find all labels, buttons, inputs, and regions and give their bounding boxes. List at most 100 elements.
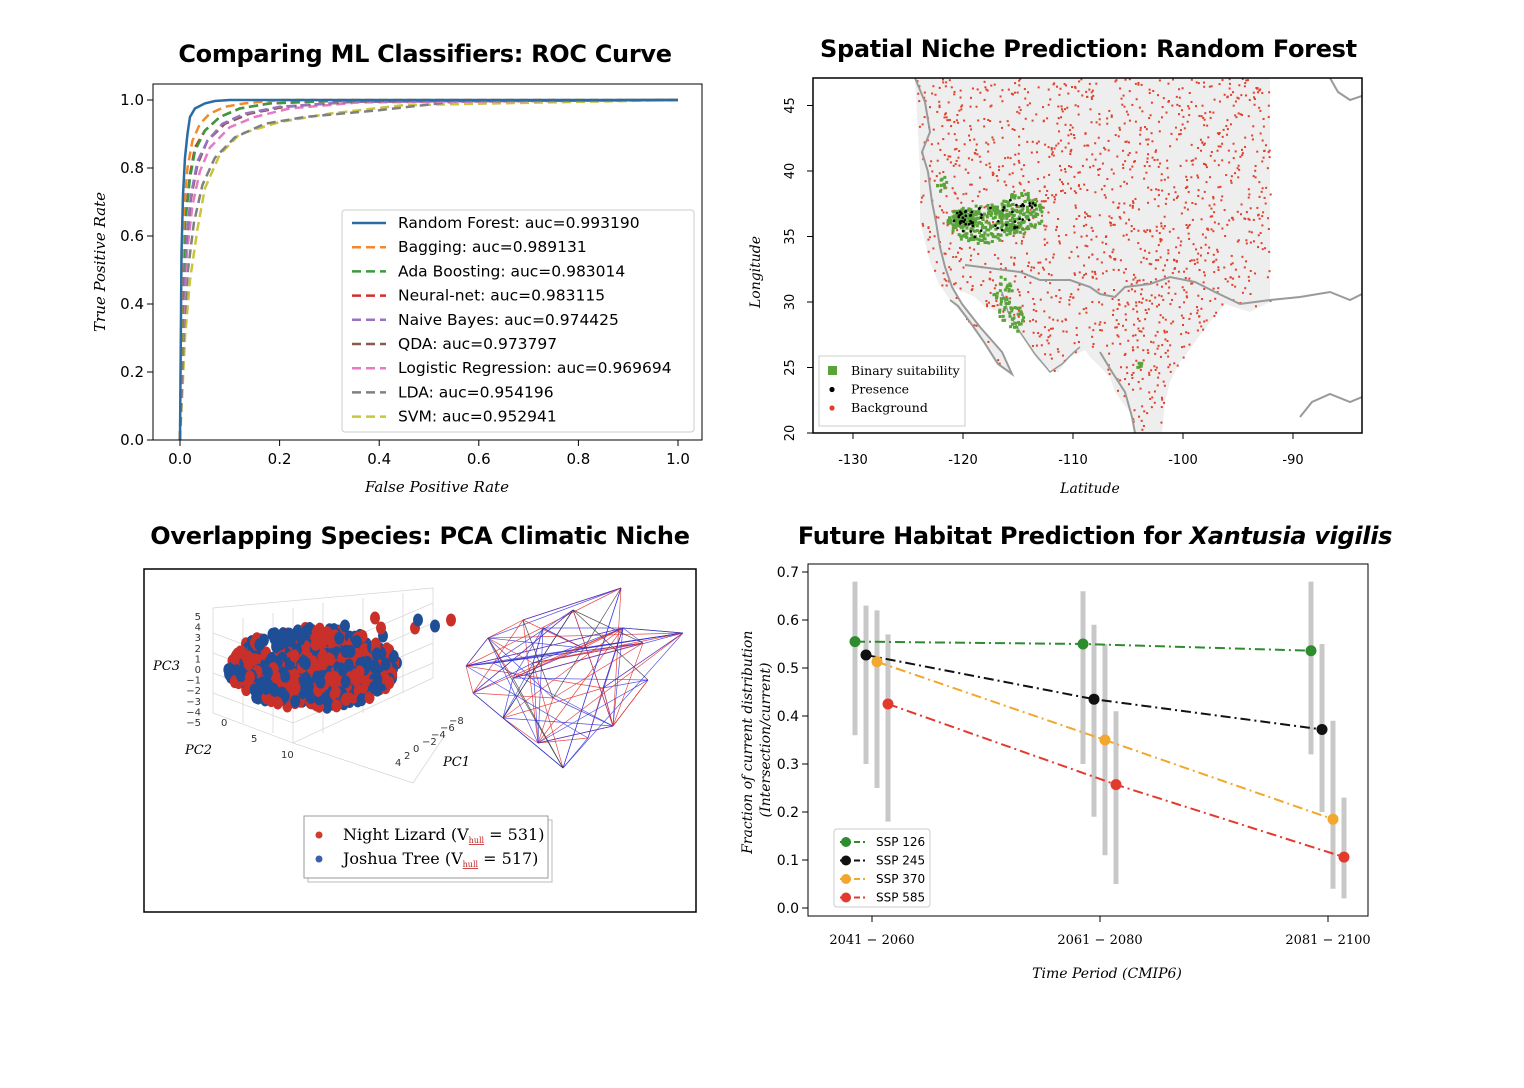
background-point	[1183, 345, 1186, 348]
background-point	[957, 121, 960, 124]
habitat-legend-label: SSP 126	[876, 835, 925, 849]
suitability-cell	[1018, 224, 1022, 228]
suitability-cell	[946, 220, 950, 224]
background-point	[1185, 295, 1188, 298]
background-point	[1169, 344, 1172, 347]
background-point	[924, 180, 927, 183]
background-point	[1122, 149, 1125, 152]
background-point	[1131, 346, 1134, 349]
background-point	[938, 86, 941, 89]
background-point	[1011, 93, 1014, 96]
suitability-cell	[1002, 199, 1006, 203]
suitability-cell	[1020, 312, 1024, 316]
suitability-cell	[974, 219, 978, 223]
background-point	[1163, 331, 1166, 334]
joshua-tree-point	[261, 681, 272, 695]
suitability-cell	[976, 211, 980, 215]
background-point	[1094, 273, 1097, 276]
background-point	[970, 254, 973, 257]
background-point	[1204, 259, 1207, 262]
background-point	[1190, 282, 1193, 285]
background-point	[1133, 409, 1136, 412]
background-point	[1254, 272, 1257, 275]
background-point	[1064, 108, 1067, 111]
background-point	[943, 153, 946, 156]
background-point	[1212, 261, 1215, 264]
background-point	[1013, 280, 1016, 283]
background-point	[984, 262, 987, 265]
background-point	[1203, 288, 1206, 291]
roc-plot-frame	[152, 83, 703, 441]
background-point	[1124, 328, 1127, 331]
background-point	[926, 139, 929, 142]
background-point	[992, 221, 995, 224]
background-point	[946, 224, 949, 227]
suitability-cell	[1005, 212, 1009, 216]
presence-point	[960, 212, 963, 215]
background-point	[1141, 428, 1144, 431]
background-point	[1117, 389, 1120, 392]
background-point	[1098, 301, 1101, 304]
background-point	[1055, 294, 1058, 297]
background-point	[1216, 291, 1219, 294]
pca-title: Overlapping Species: PCA Climatic Niche	[150, 522, 690, 550]
background-point	[1123, 271, 1126, 274]
presence-point	[958, 210, 962, 214]
suitability-cell	[1005, 216, 1009, 220]
background-point	[1035, 142, 1038, 145]
background-point	[1103, 321, 1106, 324]
background-point	[960, 201, 963, 204]
background-point	[1178, 88, 1181, 91]
background-point	[1191, 201, 1194, 204]
suitability-cell	[975, 216, 979, 220]
background-point	[1205, 166, 1208, 169]
background-point	[1128, 152, 1131, 155]
suitability-cell	[1013, 194, 1017, 198]
background-point	[1045, 194, 1048, 197]
background-point	[1075, 191, 1078, 194]
background-point	[1221, 135, 1224, 138]
background-point	[1039, 261, 1042, 264]
background-point	[1112, 248, 1115, 251]
night-lizard-point	[229, 651, 240, 665]
background-point	[934, 269, 937, 272]
background-point	[1122, 167, 1125, 170]
suitability-cell	[1015, 210, 1019, 214]
background-point	[1143, 164, 1146, 167]
background-point	[1040, 333, 1043, 336]
suitability-cell	[995, 291, 999, 295]
background-point	[964, 168, 967, 171]
suitability-cell	[974, 204, 978, 208]
background-point	[1159, 240, 1162, 243]
background-point	[1236, 96, 1239, 99]
background-point	[943, 278, 946, 281]
background-point	[1174, 292, 1177, 295]
suitability-cell	[1033, 225, 1037, 229]
background-point	[1211, 215, 1214, 218]
background-point	[1013, 263, 1016, 266]
background-point	[1058, 242, 1061, 245]
background-point	[1263, 149, 1266, 152]
background-point	[927, 250, 930, 253]
background-point	[986, 305, 989, 308]
night-lizard-point	[312, 659, 323, 673]
background-point	[938, 106, 941, 109]
background-point	[1058, 178, 1061, 181]
background-point	[1100, 261, 1103, 264]
background-point	[1258, 217, 1261, 220]
background-point	[987, 118, 990, 121]
background-point	[1063, 83, 1066, 86]
background-point	[1143, 177, 1146, 180]
background-point	[1137, 81, 1140, 84]
background-point	[1165, 197, 1168, 200]
suitability-cell	[951, 215, 955, 219]
background-point	[1045, 258, 1048, 261]
background-point	[1230, 181, 1233, 184]
suitability-cell	[961, 210, 965, 214]
background-point	[1178, 113, 1181, 116]
suitability-cell	[1022, 232, 1026, 236]
hull-edge	[537, 627, 624, 744]
background-point	[1262, 125, 1265, 128]
background-point	[1194, 202, 1197, 205]
background-point	[1085, 272, 1088, 275]
